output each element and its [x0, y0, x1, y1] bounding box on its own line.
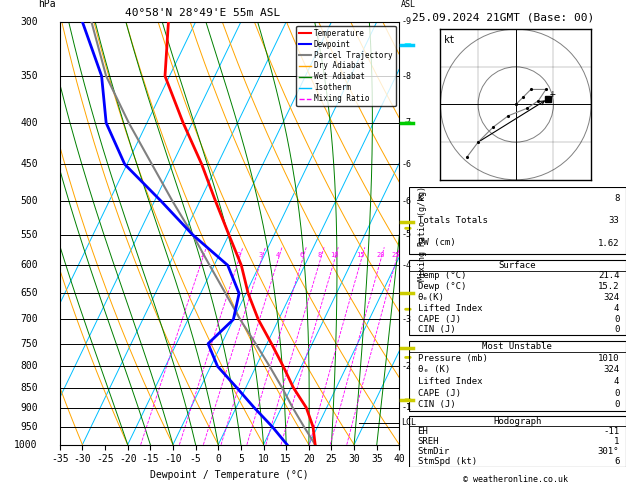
Bar	[409, 416, 626, 467]
Text: 324: 324	[603, 365, 620, 374]
Text: -8: -8	[401, 71, 411, 81]
Text: Most Unstable: Most Unstable	[482, 342, 552, 351]
Text: Lifted Index: Lifted Index	[418, 377, 482, 386]
Text: 0: 0	[614, 314, 620, 324]
Text: 25: 25	[392, 252, 400, 258]
Text: 1000: 1000	[14, 440, 38, 450]
Text: 33: 33	[609, 216, 620, 225]
Text: -11: -11	[603, 427, 620, 436]
Text: 8: 8	[614, 194, 620, 203]
Bar	[409, 341, 626, 411]
Text: StmSpd (kt): StmSpd (kt)	[418, 457, 477, 466]
Text: +: +	[550, 89, 555, 99]
Text: 21.4: 21.4	[598, 272, 620, 280]
Text: CIN (J): CIN (J)	[418, 325, 455, 334]
Text: 800: 800	[20, 361, 38, 371]
Text: km
ASL: km ASL	[401, 0, 416, 9]
Text: 15.2: 15.2	[598, 282, 620, 291]
Text: 1: 1	[614, 437, 620, 446]
Text: 0: 0	[614, 389, 620, 398]
Text: 650: 650	[20, 288, 38, 298]
Text: -2: -2	[401, 362, 411, 371]
Text: 400: 400	[20, 118, 38, 128]
Text: -1: -1	[401, 403, 411, 412]
Text: 10: 10	[330, 252, 338, 258]
Title: 40°58'N 28°49'E 55m ASL: 40°58'N 28°49'E 55m ASL	[125, 8, 280, 18]
Text: -3: -3	[401, 315, 411, 324]
Text: CIN (J): CIN (J)	[418, 400, 455, 409]
Text: 300: 300	[20, 17, 38, 27]
Text: Pressure (mb): Pressure (mb)	[418, 354, 487, 363]
Text: © weatheronline.co.uk: © weatheronline.co.uk	[464, 474, 568, 484]
Text: 550: 550	[20, 230, 38, 240]
Text: 1010: 1010	[598, 354, 620, 363]
Text: 450: 450	[20, 159, 38, 169]
Text: 900: 900	[20, 403, 38, 413]
Text: 3: 3	[259, 252, 263, 258]
Text: 8: 8	[318, 252, 322, 258]
Text: 500: 500	[20, 196, 38, 206]
Text: 750: 750	[20, 339, 38, 348]
Text: 301°: 301°	[598, 447, 620, 456]
Text: -9: -9	[401, 17, 411, 26]
Text: Totals Totals: Totals Totals	[418, 216, 487, 225]
Text: Mixing Ratio (g/kg): Mixing Ratio (g/kg)	[418, 186, 427, 281]
Text: Temp (°C): Temp (°C)	[418, 272, 466, 280]
Text: -6: -6	[401, 197, 411, 206]
Text: 15: 15	[357, 252, 365, 258]
Bar	[409, 260, 626, 335]
Text: 950: 950	[20, 422, 38, 432]
Text: -6: -6	[401, 160, 411, 169]
Text: kt: kt	[443, 35, 455, 45]
Text: 0: 0	[614, 400, 620, 409]
Text: 6: 6	[614, 457, 620, 466]
Text: 4: 4	[276, 252, 280, 258]
Text: 25.09.2024 21GMT (Base: 00): 25.09.2024 21GMT (Base: 00)	[412, 12, 594, 22]
Text: -7: -7	[401, 119, 411, 127]
Text: Surface: Surface	[499, 260, 536, 270]
Text: 4: 4	[614, 304, 620, 313]
Text: Lifted Index: Lifted Index	[418, 304, 482, 313]
Text: 6: 6	[300, 252, 304, 258]
Text: 600: 600	[20, 260, 38, 270]
Text: LCL: LCL	[401, 418, 416, 428]
Text: K: K	[418, 194, 423, 203]
Text: hPa: hPa	[38, 0, 55, 9]
Text: -5: -5	[401, 230, 411, 239]
Bar	[409, 187, 626, 254]
Text: 2: 2	[237, 252, 240, 258]
Text: StmDir: StmDir	[418, 447, 450, 456]
Text: 0: 0	[614, 325, 620, 334]
Text: 700: 700	[20, 314, 38, 325]
Text: 850: 850	[20, 382, 38, 393]
Text: Dewp (°C): Dewp (°C)	[418, 282, 466, 291]
Text: PW (cm): PW (cm)	[418, 239, 455, 247]
Text: EH: EH	[418, 427, 428, 436]
Text: 1: 1	[199, 252, 204, 258]
X-axis label: Dewpoint / Temperature (°C): Dewpoint / Temperature (°C)	[150, 470, 309, 480]
Text: 4: 4	[614, 377, 620, 386]
Text: CAPE (J): CAPE (J)	[418, 314, 460, 324]
Text: θₑ(K): θₑ(K)	[418, 293, 445, 302]
Text: Hodograph: Hodograph	[493, 417, 542, 426]
Text: CAPE (J): CAPE (J)	[418, 389, 460, 398]
Text: 1.62: 1.62	[598, 239, 620, 247]
Text: 350: 350	[20, 71, 38, 81]
Text: 324: 324	[603, 293, 620, 302]
Text: 20: 20	[376, 252, 384, 258]
Text: SREH: SREH	[418, 437, 439, 446]
Text: θₑ (K): θₑ (K)	[418, 365, 450, 374]
Legend: Temperature, Dewpoint, Parcel Trajectory, Dry Adiabat, Wet Adiabat, Isotherm, Mi: Temperature, Dewpoint, Parcel Trajectory…	[296, 26, 396, 106]
Text: -4: -4	[401, 261, 411, 270]
